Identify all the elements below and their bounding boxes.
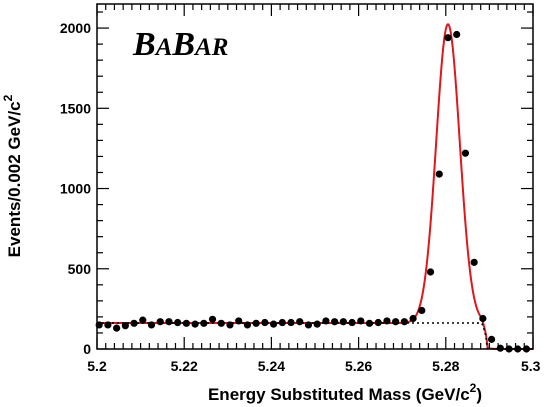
data-point xyxy=(243,321,252,329)
data-point xyxy=(374,318,382,327)
x-tick-label: 5.26 xyxy=(345,358,372,374)
data-point xyxy=(357,317,365,325)
x-tick-label: 5.24 xyxy=(258,358,285,374)
data-point xyxy=(252,319,260,327)
data-point xyxy=(182,319,190,327)
data-point xyxy=(208,315,217,323)
data-point xyxy=(261,318,269,327)
data-point xyxy=(121,322,129,330)
data-point xyxy=(444,34,452,42)
data-point xyxy=(426,268,435,276)
data-point xyxy=(139,316,147,324)
data-point xyxy=(313,320,321,328)
data-point xyxy=(104,321,112,329)
y-tick-label: 500 xyxy=(68,261,92,277)
x-tick-label: 5.3 xyxy=(521,358,541,374)
babar-logo-text: BABAR xyxy=(132,26,228,63)
x-axis-label: Energy Substituted Mass (GeV/c2) xyxy=(208,381,482,404)
data-point xyxy=(191,320,199,328)
y-tick-labels-group: 0 500 1000 1500 2000 xyxy=(60,20,91,357)
x-axis-label-close: ) xyxy=(476,385,482,404)
data-point xyxy=(217,319,225,327)
x-tick-label: 5.22 xyxy=(171,358,198,374)
y-tick-label: 1000 xyxy=(60,181,91,197)
data-point xyxy=(278,318,286,327)
data-point xyxy=(165,318,173,326)
data-point xyxy=(470,258,478,266)
x-tick-label: 5.2 xyxy=(87,358,107,374)
data-point xyxy=(287,318,295,327)
data-point xyxy=(383,317,391,325)
data-point xyxy=(174,318,182,327)
x-tick-label: 5.28 xyxy=(432,358,459,374)
data-point xyxy=(461,149,470,157)
x-axis-label-main: Energy Substituted Mass (GeV/c xyxy=(208,385,470,404)
data-point xyxy=(113,324,121,332)
data-point xyxy=(130,319,138,327)
data-points-group xyxy=(95,30,531,353)
y-tick-label: 0 xyxy=(83,341,91,357)
data-point xyxy=(304,321,313,329)
y-axis-label-main: Events/0.002 GeV/c xyxy=(5,101,24,257)
data-point xyxy=(400,318,408,326)
data-point xyxy=(339,318,347,326)
x-axis-label-sup: 2 xyxy=(470,381,477,395)
data-point xyxy=(418,306,426,315)
data-point xyxy=(348,318,356,327)
data-point xyxy=(226,321,234,329)
data-point xyxy=(296,318,304,326)
data-point xyxy=(269,320,278,328)
data-point xyxy=(147,321,156,329)
y-axis-label-sup: 2 xyxy=(1,94,15,101)
data-point xyxy=(435,170,443,178)
data-point xyxy=(200,319,208,327)
y-axis-label: Events/0.002 GeV/c2 xyxy=(1,94,24,257)
data-point xyxy=(156,318,164,326)
fit-curve-group xyxy=(97,23,533,350)
data-point xyxy=(322,317,330,325)
total-fit-curve xyxy=(97,23,533,350)
data-point xyxy=(409,314,417,323)
y-tick-label: 1500 xyxy=(60,100,91,116)
data-point xyxy=(392,318,400,326)
data-point xyxy=(331,318,339,326)
data-point xyxy=(453,30,461,39)
babar-logo: BABAR xyxy=(132,26,228,63)
data-point xyxy=(479,314,487,323)
data-point xyxy=(235,317,243,325)
data-point xyxy=(487,335,496,343)
x-tick-labels-group: 5.2 5.22 5.24 5.26 5.28 5.3 xyxy=(87,358,540,374)
data-point xyxy=(365,319,374,327)
y-tick-label: 2000 xyxy=(60,20,91,36)
plot-frame xyxy=(96,3,534,350)
